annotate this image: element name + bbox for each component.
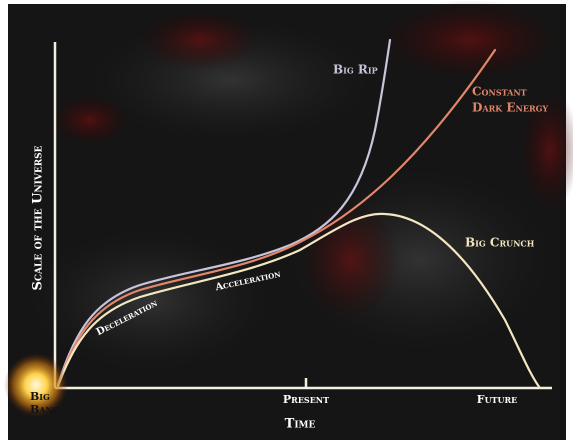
dark-energy-label: Dark Energy <box>472 101 548 115</box>
nebula <box>30 0 573 370</box>
future-label: Future <box>477 393 517 406</box>
axes <box>53 42 552 390</box>
big-crunch-curve <box>56 212 542 390</box>
dark-energy-label: Constant <box>472 85 527 99</box>
big-bang-label: Big <box>30 390 50 403</box>
dark-energy-curve <box>56 48 497 388</box>
big-bang-glow <box>4 353 68 417</box>
big-rip-label: Big Rip <box>333 63 378 77</box>
big-crunch-label: Big Crunch <box>465 236 535 250</box>
present-label: Present <box>283 393 329 406</box>
big-bang-label: Bang <box>30 403 60 416</box>
x-axis-label: Time <box>285 417 316 432</box>
y-axis-label: Scale of the Universe <box>31 145 46 290</box>
big-rip-curve <box>56 38 392 387</box>
